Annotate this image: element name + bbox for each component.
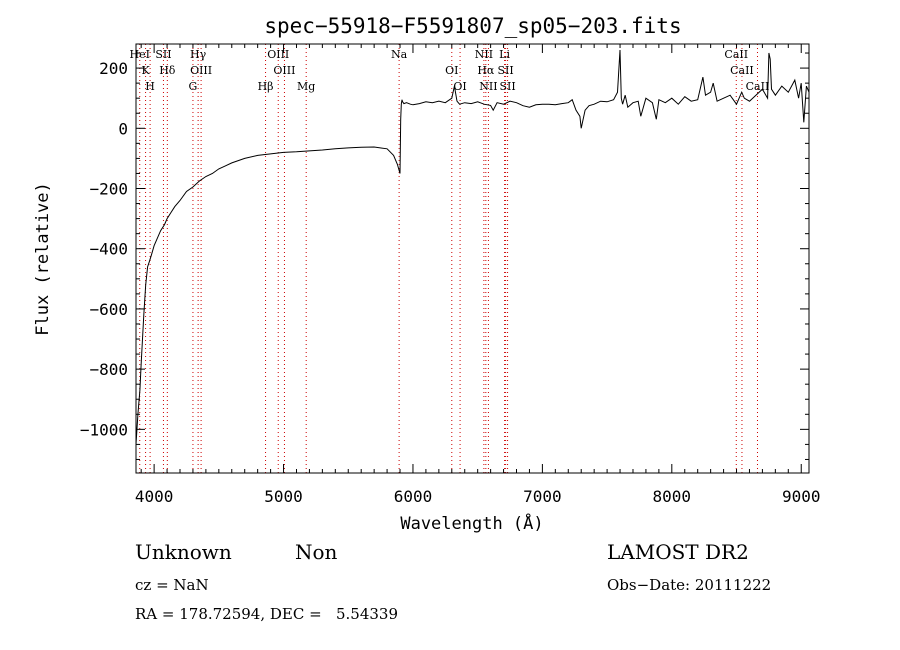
x-axis-label: Wavelength (Å) (400, 512, 543, 534)
spectral-line-label: SII (498, 64, 514, 77)
coordinates-text: RA = 178.72594, DEC = 5.54339 (135, 605, 399, 623)
spectral-line-label: Hδ (159, 64, 176, 77)
y-tick-label: 0 (118, 119, 128, 138)
object-class-label: Unknown (135, 540, 232, 564)
spectral-line-label: SII (499, 80, 515, 93)
y-axis-label: Flux (relative) (33, 182, 53, 336)
spectral-line-label: Hγ (190, 48, 207, 61)
spectral-line-label: CaII (746, 80, 770, 93)
spectral-line-label: H (145, 80, 155, 93)
y-axis: 200 0 −200 −400 −600 −800 −1000 (80, 52, 809, 460)
spectral-line-label: SII (155, 48, 171, 61)
spectral-line-label: OIII (267, 48, 289, 61)
spectrum-series-line (135, 49, 810, 445)
spectral-line-label: OI (445, 64, 458, 77)
redshift-text: cz = NaN (135, 576, 209, 594)
object-subclass-label: Non (295, 540, 338, 564)
x-axis: 4000 5000 6000 7000 8000 9000 (135, 44, 821, 506)
spectral-line-label: NII (475, 48, 493, 61)
plot-frame (135, 43, 810, 474)
spectral-line-label: OIII (273, 64, 295, 77)
x-tick-label: 9000 (782, 487, 821, 506)
y-tick-label: −1000 (80, 420, 128, 439)
spectral-line-label: CaII (730, 64, 754, 77)
y-tick-label: −400 (89, 240, 128, 259)
spectral-line-label: K (141, 64, 150, 77)
spectral-line-label: HeI (130, 48, 150, 61)
x-tick-label: 7000 (523, 487, 562, 506)
chart-title: spec−55918−F5591807_sp05−203.fits (264, 14, 681, 38)
x-tick-label: 6000 (394, 487, 433, 506)
spectral-line-label: NII (479, 80, 497, 93)
spectral-line-label: Hβ (258, 80, 274, 93)
y-tick-label: 200 (99, 59, 128, 78)
y-tick-label: −600 (89, 300, 128, 319)
survey-label: LAMOST DR2 (607, 540, 749, 564)
spectral-line-labels: HeIKHSIIHδGHγOIIIHβOIIIOIIIMgNaOIOINIIHα… (130, 48, 770, 93)
x-tick-label: 8000 (653, 487, 692, 506)
x-tick-label: 4000 (135, 487, 174, 506)
observation-date-text: Obs−Date: 20111222 (607, 576, 772, 594)
spectral-line-label: Li (499, 48, 510, 61)
x-tick-label: 5000 (264, 487, 303, 506)
spectral-line-label: Mg (297, 80, 315, 93)
spectral-line-label: G (189, 80, 198, 93)
spectral-line-label: Na (391, 48, 408, 61)
spectral-line-label: Hα (477, 64, 495, 77)
spectral-line-label: CaII (724, 48, 748, 61)
spectral-line-label: OIII (190, 64, 212, 77)
spectral-line-markers (139, 44, 758, 473)
y-tick-label: −800 (89, 360, 128, 379)
spectral-line-label: OI (453, 80, 466, 93)
y-tick-label: −200 (89, 180, 128, 199)
